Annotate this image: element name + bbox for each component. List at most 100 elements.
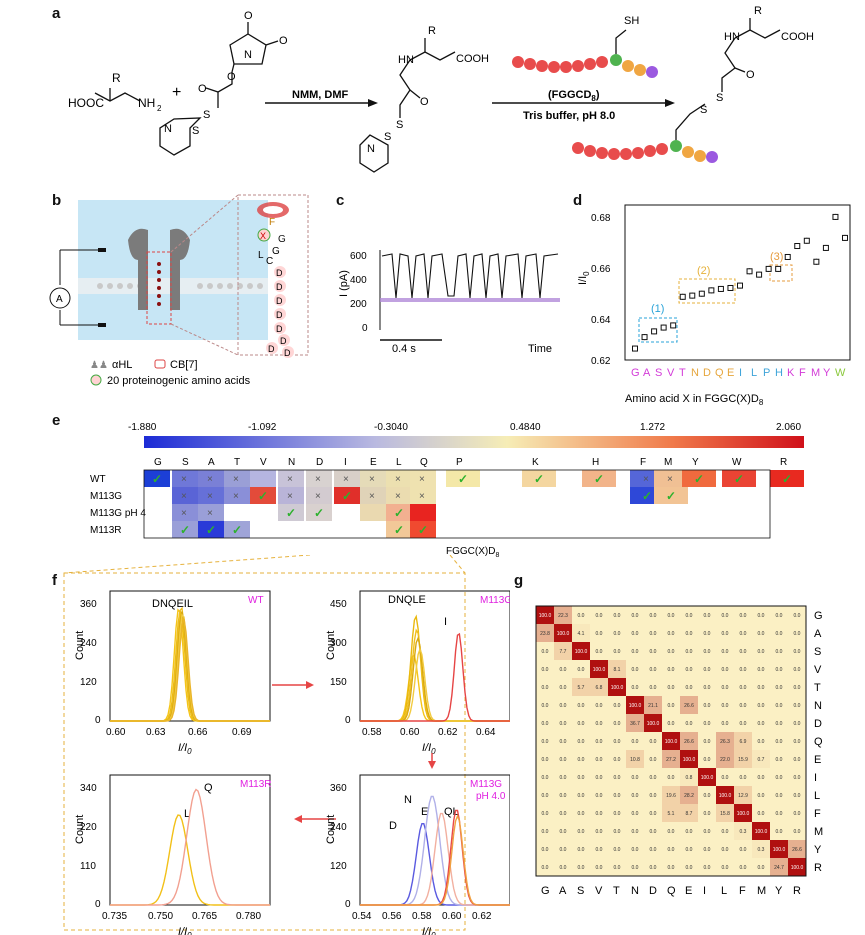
g-matrix-cell (536, 606, 554, 624)
g-matrix-cell (626, 642, 644, 660)
g-matrix-cell (788, 642, 806, 660)
g-cell-value: 26.6 (792, 847, 802, 853)
d-data-point (765, 265, 772, 272)
g-matrix-cell (698, 642, 716, 660)
e-heat-cell (278, 504, 304, 521)
g-cell-value: 0.0 (650, 793, 657, 799)
g-cell-value: 0.0 (560, 847, 567, 853)
cooh-text-2: COOH (781, 31, 814, 43)
g-row-label: A (814, 628, 822, 640)
d-data-point (708, 287, 715, 294)
g-cell-value: 0.0 (632, 847, 639, 853)
g-matrix-cell (536, 750, 554, 768)
g-row-label: M (814, 826, 823, 838)
g-matrix-cell (644, 642, 662, 660)
svg-text:0: 0 (95, 715, 101, 726)
g-cell-value: 0.0 (668, 685, 675, 691)
svg-text:QL: QL (444, 806, 459, 818)
g-matrix-cell (626, 840, 644, 858)
g-matrix-cell (554, 660, 572, 678)
s-text-5: S (716, 92, 723, 104)
g-cell-value: 0.0 (596, 721, 603, 727)
g-matrix-cell (788, 714, 806, 732)
e-heat-cell (446, 470, 480, 487)
g-matrix-cell (698, 714, 716, 732)
g-cell-value: 0.0 (722, 631, 729, 637)
g-cell-value: 0.0 (668, 631, 675, 637)
g-matrix-cell (662, 786, 680, 804)
s-text-2: S (192, 125, 199, 137)
reagent-tris-text: Tris buffer, pH 8.0 (523, 110, 615, 122)
g-cell-value: 15.9 (738, 757, 748, 763)
g-matrix-cell (590, 642, 608, 660)
g-cell-value: 0.0 (542, 811, 549, 817)
g-matrix-cell (680, 786, 698, 804)
g-matrix-cell (698, 732, 716, 750)
g-cell-value: 0.0 (596, 793, 603, 799)
g-matrix-cell (572, 822, 590, 840)
cross-icon: × (419, 491, 425, 502)
g-cell-value: 19.6 (666, 793, 676, 799)
g-cell-value: 26.3 (720, 739, 730, 745)
d-data-point (727, 284, 734, 291)
g-cell-value: 0.0 (758, 721, 765, 727)
check-icon: ✓ (342, 489, 352, 503)
e-heat-cell (250, 487, 276, 504)
g-cell-value: 0.0 (542, 721, 549, 727)
g-matrix-cell (608, 840, 626, 858)
e-heat-cell (198, 504, 224, 521)
svg-text:0.62: 0.62 (591, 356, 611, 367)
g-cell-value: 0.0 (578, 865, 585, 871)
g-cell-value: 0.0 (632, 793, 639, 799)
cross-icon: × (395, 474, 401, 485)
g-matrix-cell (734, 768, 752, 786)
g-matrix-cell (590, 678, 608, 696)
g-matrix-cell (626, 696, 644, 714)
g-matrix-cell (716, 696, 734, 714)
g-cell-value: 0.0 (542, 685, 549, 691)
g-matrix-cell (698, 858, 716, 876)
g-matrix-cell (788, 678, 806, 696)
g-matrix-cell (608, 858, 626, 876)
g-cell-value: 0.0 (668, 775, 675, 781)
g-cell-value: 0.0 (776, 631, 783, 637)
g-cell-value: 0.0 (704, 829, 711, 835)
panel-label-e: e (52, 412, 61, 429)
g-row-label: I (814, 772, 817, 784)
e-col-label: M (664, 457, 672, 468)
g-matrix-cell (608, 696, 626, 714)
d-x-tick: F (799, 367, 806, 379)
g-matrix-cell (698, 606, 716, 624)
g-matrix-cell (680, 840, 698, 858)
check-icon: ✓ (642, 489, 652, 503)
g-matrix-cell (536, 840, 554, 858)
sh-text: SH (624, 15, 639, 27)
g-matrix-cell (770, 606, 788, 624)
peptide-chain-2 (572, 140, 718, 163)
e-heat-cell (278, 487, 304, 504)
g-cell-value: 0.0 (794, 829, 801, 835)
g-matrix-cell (734, 678, 752, 696)
g-matrix-cell (698, 696, 716, 714)
g-matrix-cell (608, 804, 626, 822)
legend-cb: CB[7] (170, 359, 198, 371)
e-heat-cell (198, 470, 224, 487)
svg-text:pH 4.0: pH 4.0 (476, 791, 506, 802)
g-matrix-cell (698, 786, 716, 804)
g-matrix-cell (752, 714, 770, 732)
cross-icon: × (315, 474, 321, 485)
g-row-label: Q (814, 736, 823, 748)
cross-icon: × (369, 491, 375, 502)
g-cell-value: 0.0 (794, 775, 801, 781)
d-x-tick: Q (715, 367, 724, 379)
g-cell-value: 0.0 (632, 865, 639, 871)
svg-text:150: 150 (330, 677, 347, 688)
e-col-label: V (260, 457, 267, 468)
g-cell-value: 0.0 (578, 811, 585, 817)
g-cell-value: 0.0 (650, 829, 657, 835)
g-cell-value: 0.0 (722, 649, 729, 655)
g-matrix-cell (662, 624, 680, 642)
g-matrix-cell (590, 786, 608, 804)
g-matrix-cell (680, 804, 698, 822)
g-matrix-cell (608, 822, 626, 840)
